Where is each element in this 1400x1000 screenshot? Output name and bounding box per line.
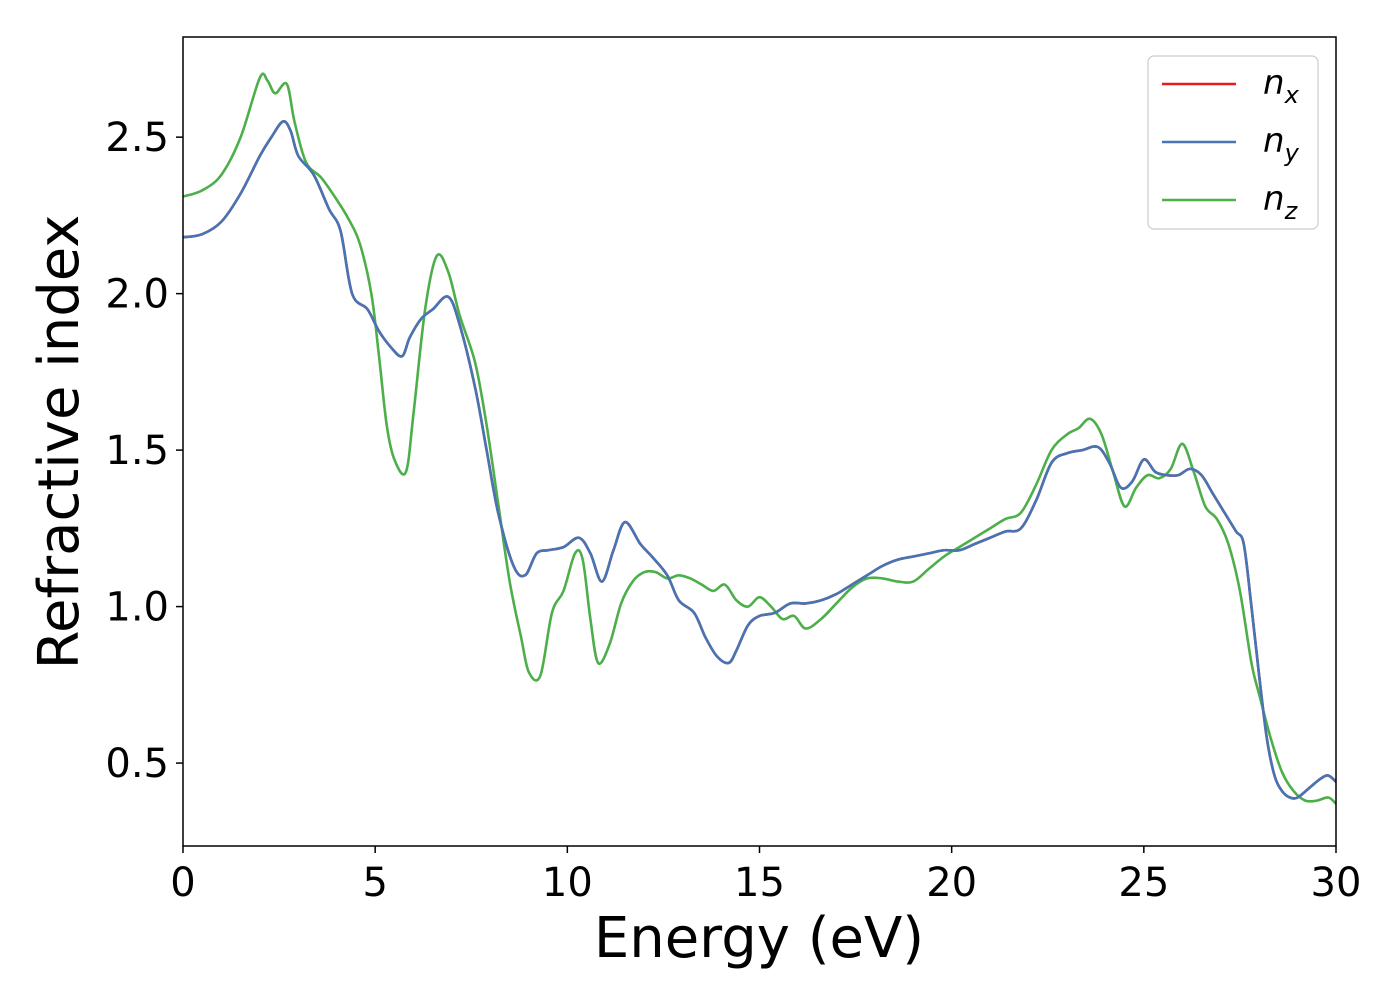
series-line-y [183, 120, 1336, 800]
y-tick-label: 1.0 [105, 585, 169, 631]
x-tick-label: 10 [542, 860, 593, 906]
y-tick-label: 2.5 [105, 115, 169, 161]
series-line-z [183, 72, 1336, 806]
y-tick-label: 2.0 [105, 272, 169, 318]
y-axis-ticks: 0.5 1.0 1.5 2.0 2.5 [105, 115, 183, 787]
x-tick-label: 25 [1118, 860, 1169, 906]
x-tick-label: 5 [362, 860, 387, 906]
x-tick-label: 20 [926, 860, 977, 906]
legend-label-y: ny [1263, 121, 1300, 167]
x-tick-label: 0 [170, 860, 195, 906]
y-axis-label: Refractive index [27, 215, 92, 670]
x-tick-label: 15 [734, 860, 785, 906]
y-tick-label: 1.5 [105, 428, 169, 474]
series-layer [183, 72, 1336, 806]
x-axis-label: Energy (eV) [594, 906, 924, 971]
legend-label-x: nx [1263, 63, 1300, 109]
x-tick-label: 30 [1311, 860, 1362, 906]
y-tick-label: 0.5 [105, 741, 169, 787]
x-axis-ticks: 0 5 10 15 20 25 30 [170, 846, 1361, 906]
